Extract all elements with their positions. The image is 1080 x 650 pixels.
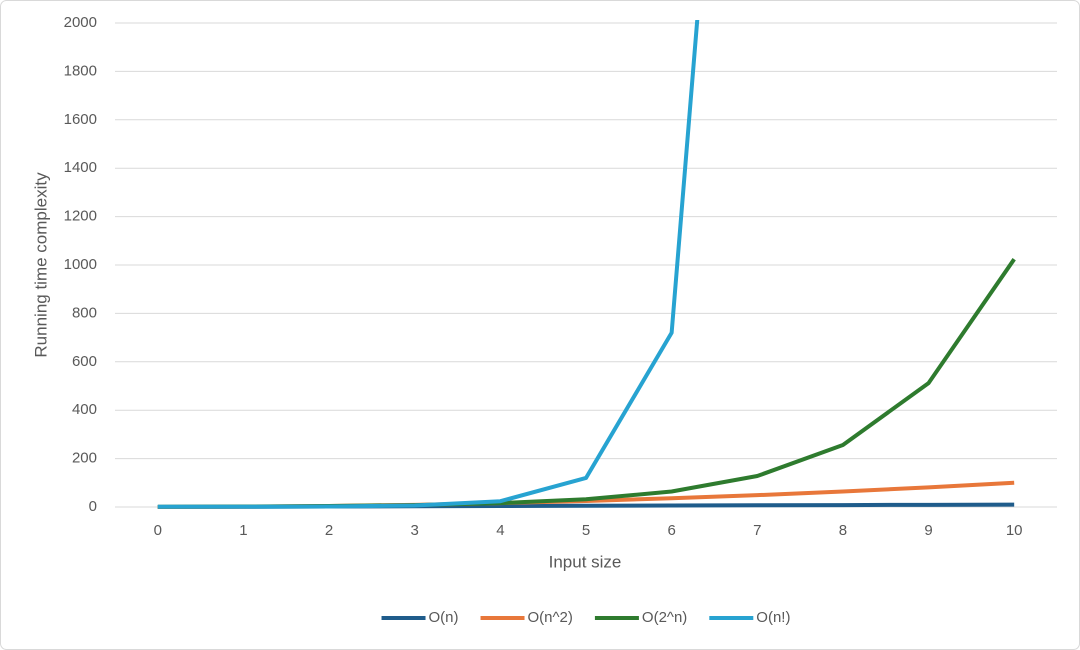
y-tick-label: 800	[72, 304, 97, 321]
x-tick-label: 7	[753, 522, 761, 539]
legend-label: O(n)	[429, 609, 459, 626]
x-tick-label: 8	[839, 522, 847, 539]
x-tick-label: 9	[924, 522, 932, 539]
x-axis-title: Input size	[549, 552, 622, 571]
x-tick-label: 10	[1006, 522, 1023, 539]
y-tick-label: 600	[72, 353, 97, 370]
x-tick-label: 5	[582, 522, 590, 539]
y-tick-label: 1000	[64, 256, 97, 273]
y-tick-label: 1200	[64, 208, 97, 225]
x-tick-label: 3	[411, 522, 419, 539]
legend-label: O(2^n)	[642, 609, 687, 626]
x-tick-label: 4	[496, 522, 504, 539]
y-tick-label: 200	[72, 450, 97, 467]
y-tick-label: 400	[72, 401, 97, 418]
x-tick-label: 1	[239, 522, 247, 539]
legend-label: O(n!)	[756, 609, 790, 626]
series-line	[157, 20, 700, 509]
legend-label: O(n^2)	[528, 609, 573, 626]
y-tick-label: 1600	[64, 111, 97, 128]
y-tick-label: 1800	[64, 62, 97, 79]
y-tick-label: 2000	[64, 14, 97, 31]
y-tick-label: 0	[89, 498, 97, 515]
x-tick-label: 6	[667, 522, 675, 539]
y-axis-title: Running time complexity	[31, 172, 50, 358]
y-tick-label: 1400	[64, 159, 97, 176]
x-tick-label: 2	[325, 522, 333, 539]
x-tick-label: 0	[154, 522, 162, 539]
